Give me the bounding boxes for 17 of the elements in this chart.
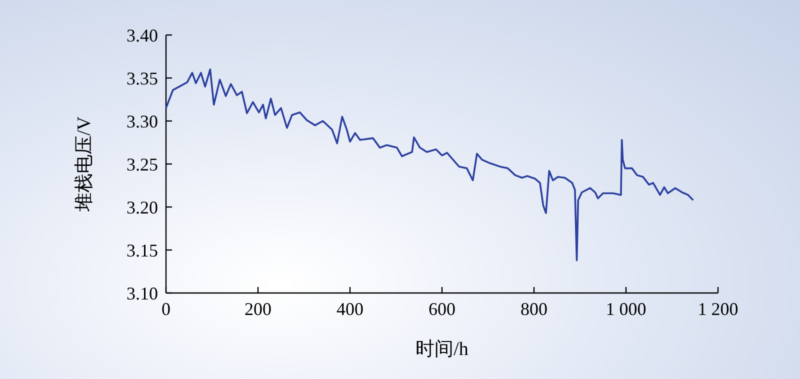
y-tick-label: 3.40	[126, 25, 158, 46]
y-tick-label: 3.35	[126, 68, 158, 88]
y-tick-label: 3.25	[126, 154, 158, 174]
y-axis-title: 堆栈电压/V	[74, 116, 95, 212]
x-tick-label: 0	[162, 299, 170, 319]
x-tick-label: 800	[520, 299, 548, 319]
y-tick-label: 3.30	[126, 111, 158, 132]
y-tick-label: 3.10	[126, 283, 158, 304]
x-tick-label: 200	[244, 299, 272, 319]
x-tick-label: 1 200	[698, 299, 738, 319]
x-tick-label: 400	[336, 299, 364, 319]
y-tick-label: 3.15	[126, 240, 158, 260]
x-tick-label: 1 000	[606, 299, 646, 319]
x-axis-title: 时间/h	[416, 339, 469, 360]
y-tick-label: 3.20	[126, 197, 158, 218]
line-series	[165, 68, 694, 262]
x-tick-label: 600	[428, 299, 456, 319]
